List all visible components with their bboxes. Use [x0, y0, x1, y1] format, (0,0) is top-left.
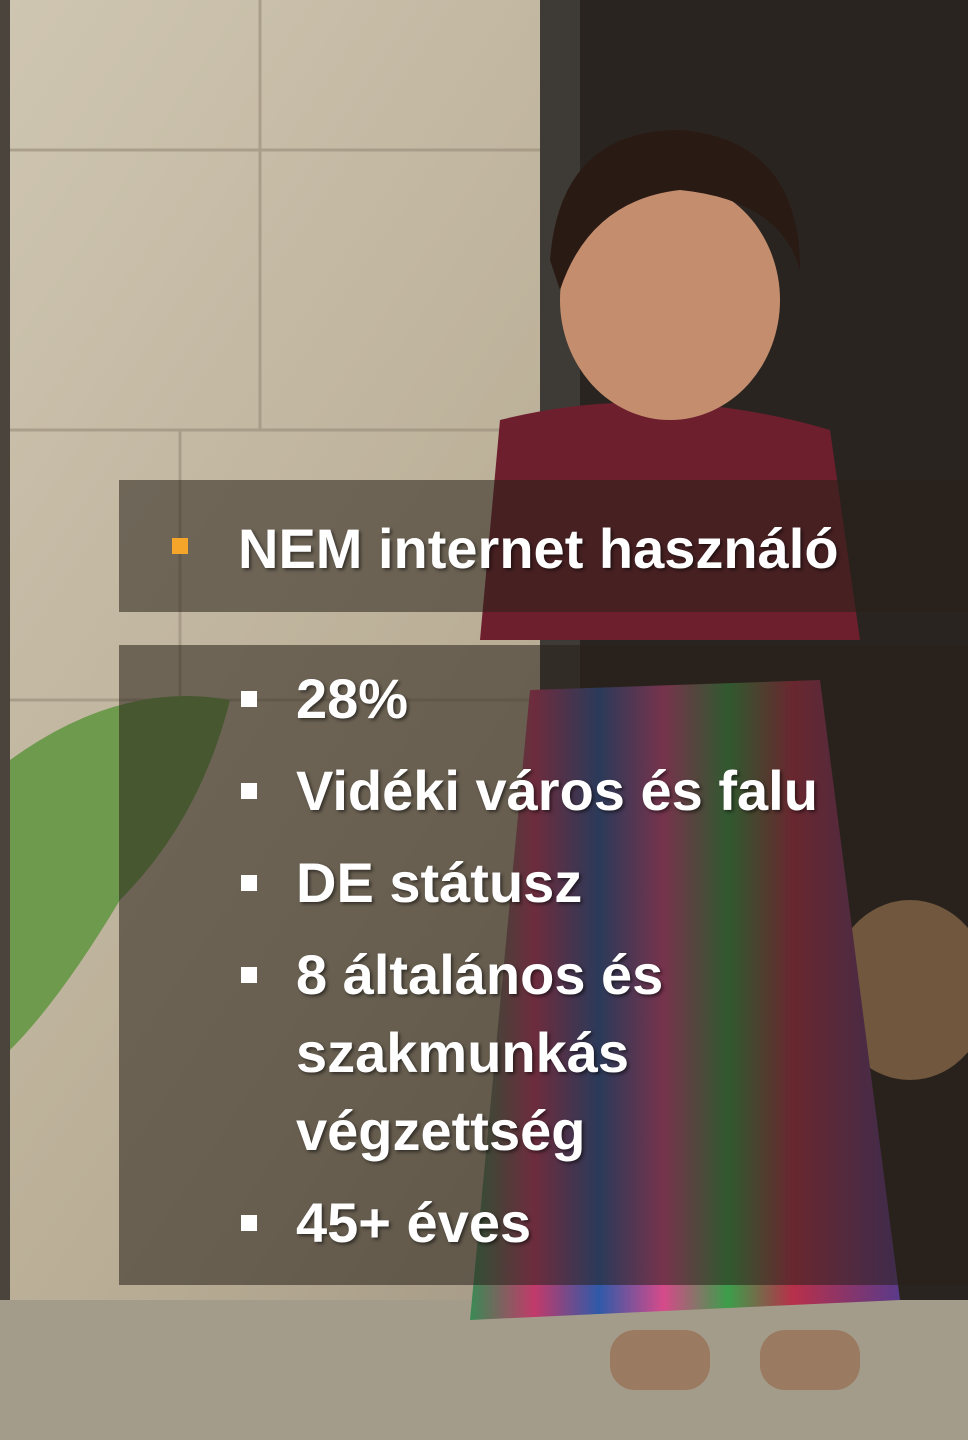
- slide: NEM internet használó 28% Vidéki város és…: [0, 0, 968, 1440]
- bullet-item: 28%: [241, 660, 901, 738]
- bullet-item: 45+ éves: [241, 1184, 901, 1262]
- bullet-item: 8 általános és szakmunkás végzettség: [241, 936, 901, 1170]
- slide-title: NEM internet használó: [238, 514, 839, 584]
- bullet-item: DE státusz: [241, 844, 901, 922]
- bullet-item: Vidéki város és falu: [241, 752, 901, 830]
- title-bullet: [172, 538, 188, 554]
- bullet-list: 28% Vidéki város és falu DE státusz 8 által…: [241, 660, 901, 1276]
